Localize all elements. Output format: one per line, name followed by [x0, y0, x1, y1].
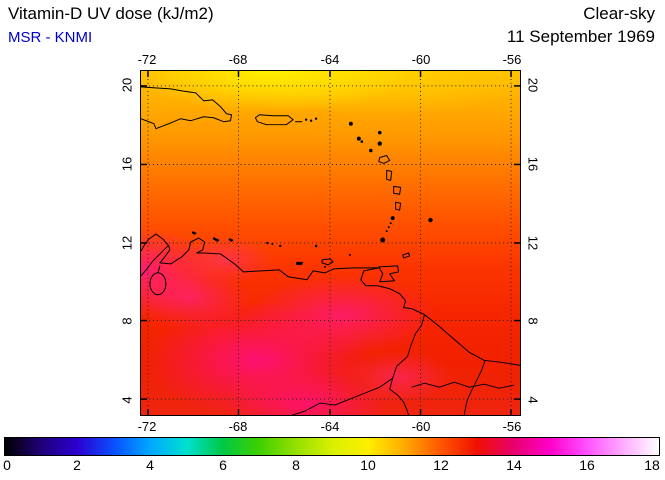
coastlines: [141, 86, 520, 366]
lat-tick-label-right: 8: [525, 317, 541, 325]
lon-tick-label-bottom: -72: [137, 419, 157, 434]
page-title: Vitamin-D UV dose (kJ/m2): [8, 4, 214, 23]
product-label: MSR - KNMI: [8, 29, 93, 46]
lat-tick-label-left: 20: [119, 77, 135, 93]
lat-tick-label-right: 20: [525, 77, 541, 93]
lon-tick-label-bottom: -64: [320, 419, 340, 434]
country-borders: [141, 245, 515, 415]
colorbar-tick-label: 14: [506, 457, 522, 473]
colorbar-tick-label: 2: [73, 457, 81, 473]
colorbar-tick-label: 18: [644, 457, 660, 473]
colorbar-tick-label: 8: [292, 457, 300, 473]
lat-tick-label-left: 12: [119, 235, 135, 251]
lat-tick-label-left: 8: [119, 317, 135, 325]
colorbar-tick-label: 0: [3, 457, 11, 473]
lon-tick-label-bottom: -56: [502, 419, 522, 434]
lon-tick-label-bottom: -68: [228, 419, 248, 434]
colorbar-tick-label: 12: [433, 457, 449, 473]
lat-tick-label-right: 12: [525, 235, 541, 251]
lon-tick-label-top: -60: [411, 52, 431, 67]
lon-tick-label-top: -56: [502, 52, 522, 67]
lat-tick-label-right: 4: [525, 396, 541, 404]
lon-tick-label-top: -72: [137, 52, 157, 67]
lon-tick-label-top: -68: [228, 52, 248, 67]
islands: [191, 117, 433, 268]
map-overlay-svg: [141, 71, 520, 415]
lon-tick-label-top: -64: [320, 52, 340, 67]
lat-tick-label-left: 16: [119, 156, 135, 172]
colorbar-tick-label: 6: [219, 457, 227, 473]
lat-tick-label-left: 4: [119, 396, 135, 404]
colorbar-tick-label: 4: [146, 457, 154, 473]
map-plot: [140, 70, 521, 416]
axis-ticks: [141, 71, 520, 415]
lat-tick-label-right: 16: [525, 156, 541, 172]
lon-tick-label-bottom: -60: [411, 419, 431, 434]
colorbar-gradient: [4, 437, 660, 456]
colorbar-tick-label: 10: [360, 457, 376, 473]
colorbar-tick-label: 16: [579, 457, 595, 473]
sky-condition-label: Clear-sky: [583, 4, 655, 23]
date-label: 11 September 1969: [506, 27, 655, 46]
grid-lines: [141, 71, 520, 415]
